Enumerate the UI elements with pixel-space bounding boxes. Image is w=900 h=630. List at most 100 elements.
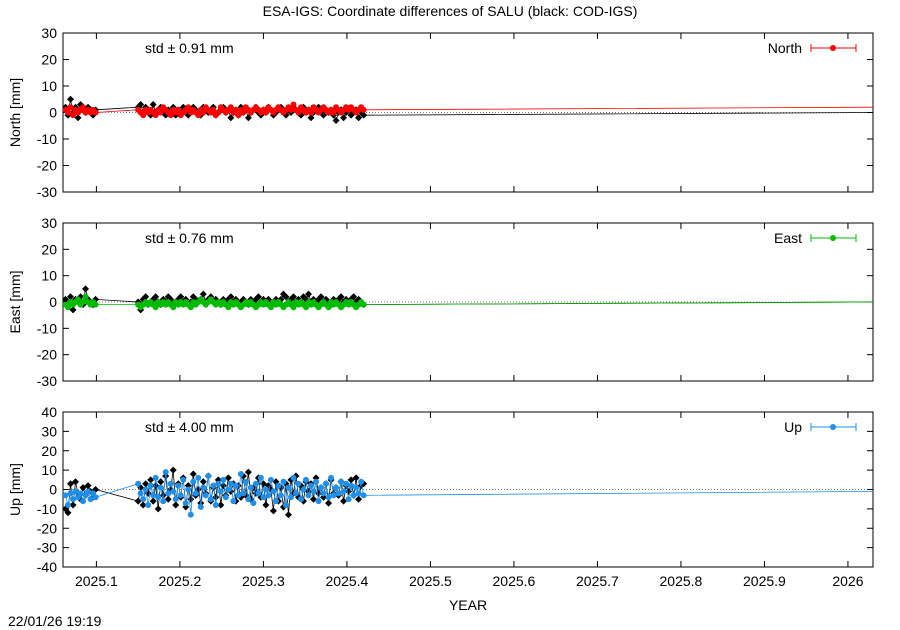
data-point	[267, 304, 274, 311]
data-point	[325, 499, 333, 507]
y-tick-label: 10	[41, 268, 57, 284]
data-point	[149, 497, 157, 505]
data-point	[318, 484, 325, 491]
data-point	[227, 104, 234, 111]
legend-label: East	[774, 230, 802, 246]
data-point	[167, 112, 174, 119]
data-point	[255, 490, 262, 497]
data-point	[80, 104, 87, 111]
data-point	[172, 501, 180, 509]
data-point	[290, 101, 297, 108]
data-point	[152, 474, 159, 481]
data-point	[295, 480, 302, 487]
data-point	[340, 497, 348, 505]
y-tick-label: 20	[41, 52, 57, 68]
data-point	[177, 293, 185, 301]
series-cod-igs	[63, 285, 873, 314]
data-point	[272, 498, 279, 505]
data-point	[320, 490, 327, 497]
data-point	[325, 494, 332, 501]
data-point	[358, 478, 365, 485]
std-label: std ± 0.76 mm	[145, 230, 234, 246]
data-point	[147, 482, 154, 489]
data-point	[140, 112, 147, 119]
data-point	[210, 482, 217, 489]
data-point	[227, 480, 234, 487]
data-point	[137, 101, 145, 109]
timestamp: 22/01/26 19:19	[8, 613, 102, 629]
data-point	[287, 494, 294, 501]
data-point	[295, 109, 302, 116]
data-point	[328, 474, 335, 481]
data-point	[162, 469, 169, 476]
data-point	[232, 482, 239, 489]
y-tick-label: -30	[37, 373, 57, 389]
data-point	[235, 492, 242, 499]
data-point	[147, 476, 155, 484]
data-point	[254, 293, 262, 301]
data-point	[335, 490, 342, 497]
data-point	[170, 488, 177, 495]
data-point	[262, 486, 269, 493]
data-point	[197, 503, 204, 510]
data-point	[257, 474, 264, 481]
data-point	[87, 496, 94, 503]
data-point	[187, 511, 194, 518]
data-point	[244, 468, 252, 476]
data-point	[355, 490, 362, 497]
data-point	[170, 304, 177, 311]
y-tick-label: 0	[49, 482, 57, 498]
data-point	[265, 492, 272, 499]
data-point	[317, 293, 325, 301]
y-tick-label: -10	[37, 320, 57, 336]
y-tick-label: 20	[41, 241, 57, 257]
data-point	[230, 498, 237, 505]
data-point	[245, 496, 252, 503]
data-point	[289, 293, 297, 301]
data-point	[169, 466, 177, 474]
data-point	[92, 494, 99, 501]
data-point	[315, 498, 322, 505]
data-point	[355, 114, 363, 122]
data-point	[227, 293, 235, 301]
data-point	[92, 301, 99, 308]
y-tick-label: -40	[37, 559, 57, 575]
data-point	[212, 502, 219, 508]
data-point	[262, 501, 270, 509]
data-point	[142, 480, 150, 488]
data-point	[175, 482, 182, 489]
data-point	[80, 299, 87, 305]
data-point	[308, 482, 315, 489]
data-point	[85, 488, 92, 495]
data-point	[242, 478, 249, 485]
data-point	[297, 496, 304, 503]
data-point	[63, 492, 69, 499]
data-point	[152, 304, 159, 311]
y-tick-label: -20	[37, 347, 57, 363]
data-point	[360, 106, 367, 113]
data-point	[67, 95, 75, 103]
data-point	[195, 474, 202, 481]
data-point	[224, 474, 232, 482]
data-point	[217, 501, 225, 509]
y-tick-label: 30	[41, 25, 57, 41]
data-point	[310, 488, 317, 495]
data-point	[69, 501, 77, 509]
data-point	[305, 492, 312, 499]
data-point	[152, 112, 159, 119]
data-point	[320, 111, 328, 119]
data-point	[360, 111, 368, 119]
data-point	[207, 496, 214, 503]
panel-north: 30 20 10 0 -10 -20 -30 North [mm] std ± 0.91 mm N…	[7, 25, 874, 200]
data-point	[340, 114, 348, 122]
data-point	[332, 116, 340, 124]
data-point	[152, 293, 160, 301]
data-point	[187, 304, 194, 311]
data-point	[352, 474, 360, 482]
data-point	[190, 478, 197, 485]
data-point	[63, 505, 70, 513]
data-point	[150, 492, 157, 499]
std-label: std ± 4.00 mm	[145, 419, 234, 435]
data-point	[282, 293, 290, 301]
y-tick-label: -20	[37, 158, 57, 174]
